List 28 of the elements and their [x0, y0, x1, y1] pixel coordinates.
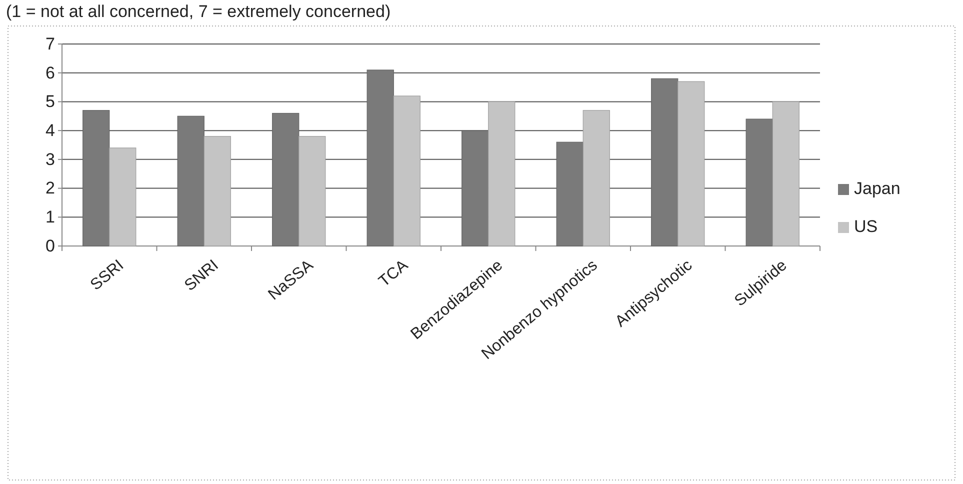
bar: [582, 110, 610, 246]
bar: [556, 142, 584, 246]
bar: [366, 70, 394, 246]
bar: [177, 116, 204, 246]
bar: [651, 78, 678, 246]
bar: [462, 130, 489, 246]
y-tick-label: 3: [46, 150, 55, 169]
y-tick-label: 0: [46, 236, 55, 256]
bar: [678, 81, 705, 246]
y-tick-label: 2: [46, 178, 55, 198]
bar: [272, 112, 300, 246]
bar: [772, 101, 800, 246]
y-tick-label: 5: [46, 92, 55, 112]
bar: [298, 136, 326, 246]
bar: [393, 96, 420, 246]
y-tick-label: 1: [46, 208, 55, 227]
legend-label: US: [854, 217, 878, 236]
legend-label: Japan: [854, 179, 900, 198]
y-tick-label: 7: [46, 34, 55, 54]
bar: [109, 148, 136, 246]
bar: [746, 118, 773, 246]
y-tick-label: 6: [46, 63, 55, 82]
bar: [82, 110, 110, 246]
bar: [204, 136, 231, 246]
y-tick-label: 4: [46, 121, 55, 140]
chart-title: (1 = not at all concerned, 7 = extremely concerned): [6, 2, 391, 21]
bar: [488, 101, 516, 246]
x-tick-label: TCA: [376, 256, 412, 291]
